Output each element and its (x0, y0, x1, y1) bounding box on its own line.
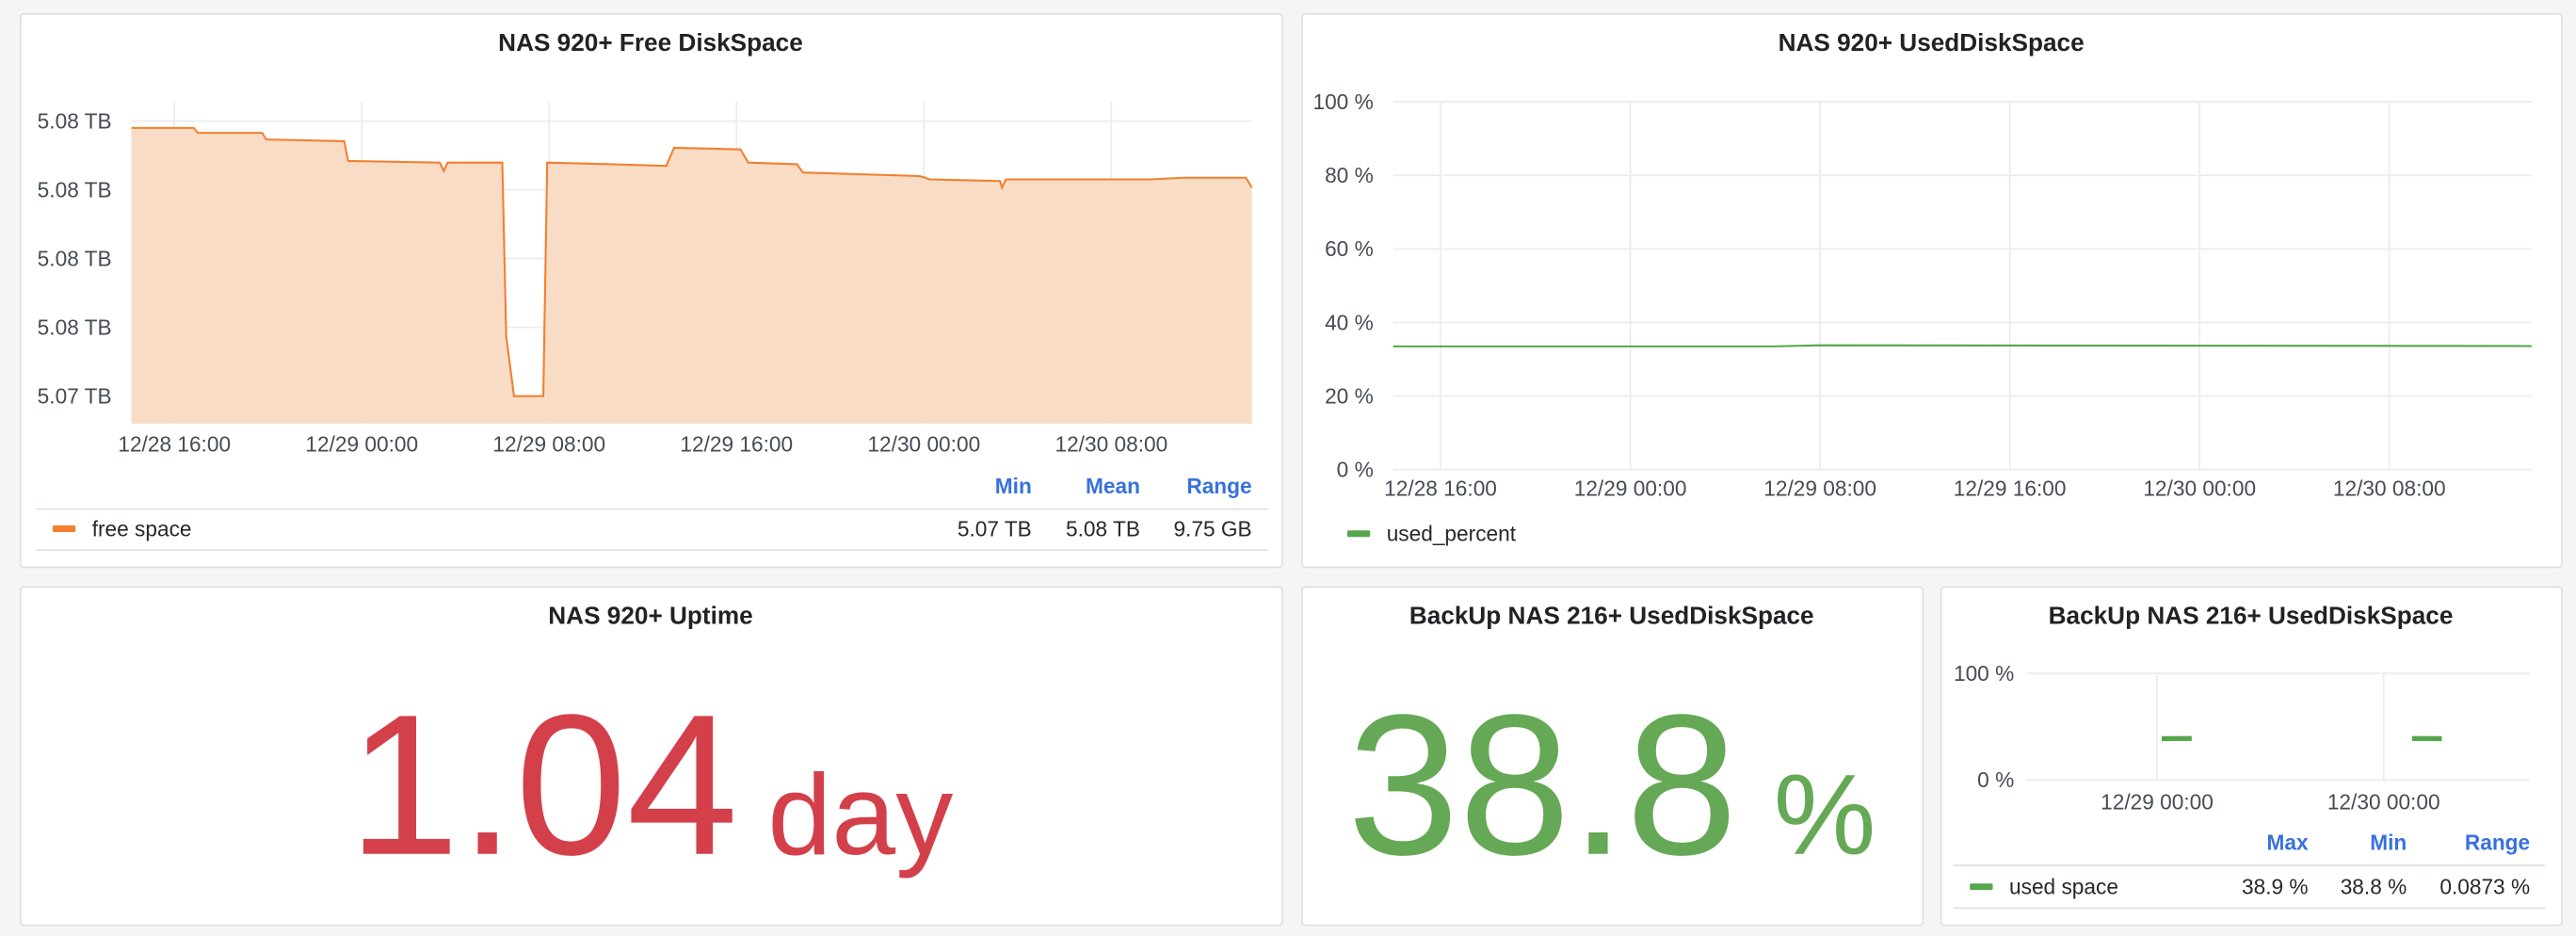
panel (19, 586, 1283, 927)
legend-column-header: Range (1186, 474, 1251, 498)
y-tick-label: 100 % (1312, 89, 1373, 114)
y-tick-label: 5.08 TB (38, 315, 112, 340)
legend-label: used_percent (1387, 522, 1517, 546)
y-tick-label: 80 % (1325, 163, 1374, 187)
legend-label: used space (2009, 875, 2118, 899)
area-fill (131, 127, 1252, 424)
panel (1940, 586, 2564, 927)
panel-title: BackUp NAS 216+ UsedDiskSpace (2049, 602, 2454, 630)
legend-stat: 5.07 TB (958, 516, 1032, 541)
stat-value: 38.8% (1347, 673, 1876, 897)
y-tick-label: 0 % (1337, 458, 1374, 482)
x-tick-label: 12/30 08:00 (1055, 432, 1167, 457)
x-tick-label: 12/29 08:00 (492, 432, 605, 457)
panel-title: NAS 920+ Free DiskSpace (498, 28, 803, 56)
legend-stat: 38.8 % (2341, 875, 2407, 899)
y-tick-label: 20 % (1325, 383, 1374, 408)
legend-swatch (1970, 883, 1993, 891)
stat-unit: day (767, 750, 953, 879)
legend-label: free space (92, 516, 192, 541)
legend-stat: 38.9 % (2242, 875, 2309, 899)
stat-value: 1.04 day (348, 673, 954, 897)
legend-stat: 5.08 TB (1066, 516, 1140, 541)
legend-stat: 9.75 GB (1173, 516, 1251, 541)
legend-column-header: Mean (1086, 474, 1140, 498)
y-tick-label: 0 % (1977, 767, 2014, 792)
y-tick-label: 5.07 TB (38, 384, 112, 409)
y-tick-label: 5.08 TB (38, 108, 112, 133)
series-line (131, 126, 1253, 397)
x-tick-label: 12/29 08:00 (1763, 476, 1876, 501)
stat-number: 1.04 (348, 673, 738, 897)
x-tick-label: 12/29 00:00 (1574, 476, 1687, 501)
panel-title: BackUp NAS 216+ UsedDiskSpace (1409, 602, 1814, 630)
legend-column-header: Min (2370, 830, 2407, 854)
panel (1300, 586, 1924, 927)
y-tick-label: 5.08 TB (38, 246, 112, 270)
x-tick-label: 12/29 00:00 (305, 432, 418, 457)
panel (1300, 12, 2564, 569)
y-tick-label: 60 % (1325, 236, 1374, 261)
x-tick-label: 12/29 16:00 (1954, 476, 2067, 501)
legend-column-header: Max (2266, 830, 2308, 854)
stat-unit: % (1774, 750, 1876, 879)
x-tick-label: 12/30 00:00 (2143, 476, 2256, 501)
x-tick-label: 12/28 16:00 (118, 432, 231, 457)
y-tick-label: 40 % (1325, 310, 1374, 334)
y-tick-label: 5.08 TB (38, 177, 112, 202)
x-tick-label: 12/28 16:00 (1384, 476, 1497, 501)
legend-swatch (1346, 530, 1371, 538)
x-tick-label: 12/29 16:00 (680, 432, 793, 457)
legend-column-header: Range (2465, 830, 2530, 854)
stat-number: 38.8 (1347, 673, 1737, 897)
legend-swatch (52, 525, 76, 533)
series-line (1393, 344, 2532, 347)
panel-title: NAS 920+ Uptime (548, 602, 752, 630)
x-tick-label: 12/30 00:00 (2327, 790, 2440, 815)
x-tick-label: 12/30 08:00 (2333, 476, 2446, 501)
legend-column-header: Min (995, 474, 1032, 498)
x-tick-label: 12/29 00:00 (2101, 790, 2214, 815)
x-tick-label: 12/30 00:00 (867, 432, 980, 457)
panel-title: NAS 920+ UsedDiskSpace (1779, 28, 2085, 56)
legend-stat: 0.0873 % (2439, 875, 2530, 899)
y-tick-label: 100 % (1954, 661, 2014, 686)
